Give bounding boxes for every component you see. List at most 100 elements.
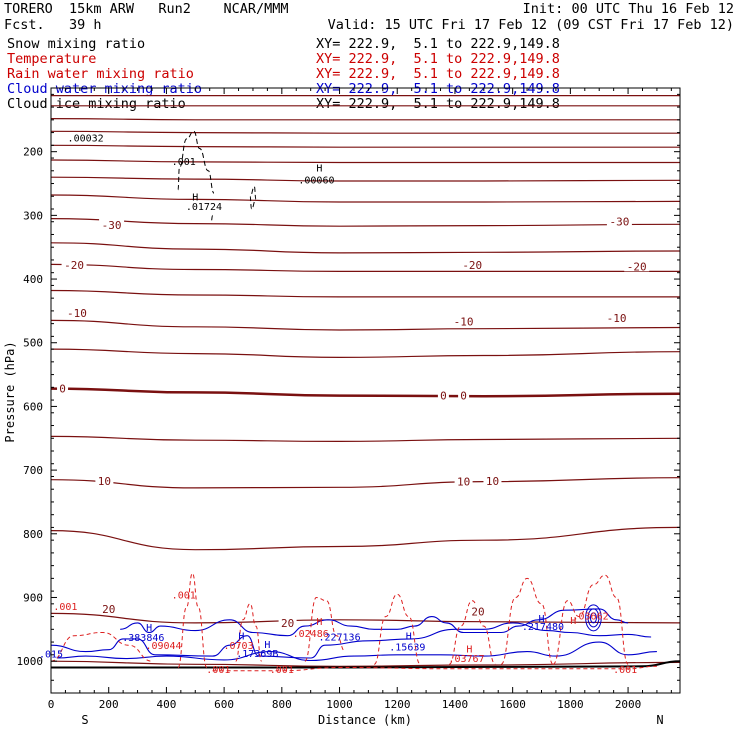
temperature-label: 10 <box>98 475 111 488</box>
run-title: TORERO 15km ARW Run2 NCAR/MMM <box>4 1 289 17</box>
rain-water-contour <box>235 603 263 662</box>
cloud-water-label: H <box>264 640 270 651</box>
rain-water-contour <box>552 574 629 665</box>
rain-water-contour <box>50 631 153 662</box>
temperature-label-bg <box>99 217 125 230</box>
temperature-label-bg <box>458 388 470 401</box>
cloud-water-label: .17369B <box>236 649 278 660</box>
temperature-label: 10 <box>486 475 499 488</box>
rain-water-label: .001 <box>206 665 230 676</box>
legend-rain: Rain water mixing ratio <box>7 66 194 82</box>
y-tick-label: 600 <box>23 400 43 413</box>
rain-water-label: H <box>316 617 322 628</box>
cloud-water-contour <box>56 641 657 662</box>
temperature-label-bg <box>95 473 114 486</box>
temperature-isotherm <box>50 242 681 254</box>
forecast-hour: Fcst. 39 h <box>4 17 102 33</box>
x-axis-start-label: S <box>81 713 88 727</box>
cloud-water-label: H <box>146 623 152 634</box>
x-axis-end-label: N <box>656 713 663 727</box>
temperature-label: -10 <box>454 316 474 329</box>
snow-mixing-contour <box>210 214 214 223</box>
x-tick-label: 0 <box>48 698 55 711</box>
legend-rain-xy: XY= 222.9, 5.1 to 222.9,149.8 <box>316 66 560 82</box>
temperature-label-bg <box>624 259 650 272</box>
temperature-label-bg <box>278 615 297 628</box>
cloud-water-contour <box>50 622 652 659</box>
rain-water-label: H <box>570 616 576 627</box>
temperature-isotherm <box>50 612 681 624</box>
rain-water-label: .001 <box>613 665 637 676</box>
cloud-water-contour <box>120 608 629 637</box>
temperature-label: 20 <box>281 617 294 630</box>
temperature-label: 20 <box>471 605 484 618</box>
x-tick-label: 200 <box>99 698 119 711</box>
temperature-label: -10 <box>607 312 627 325</box>
snow-ice-label: .001 <box>172 157 196 168</box>
cloud-water-label: H <box>406 632 412 643</box>
y-tick-label: 500 <box>23 337 43 350</box>
snow-mixing-contour <box>249 186 257 210</box>
snow-ice-label: .01724 <box>186 202 222 213</box>
rain-water-contour <box>373 593 421 665</box>
plot-frame <box>50 87 681 694</box>
temperature-isotherm <box>50 289 680 298</box>
surface-line <box>51 660 681 669</box>
x-tick-label: 1400 <box>442 698 469 711</box>
temperature-isotherm <box>50 194 681 203</box>
rain-water-contour <box>177 572 208 668</box>
y-tick-label: 200 <box>23 146 43 159</box>
temperature-label: 0 <box>440 390 447 403</box>
temperature-isotherm <box>50 526 681 551</box>
temperature-label: 20 <box>102 603 115 616</box>
legend-cloud-ice-xy: XY= 222.9, 5.1 to 222.9,149.8 <box>316 96 560 112</box>
y-tick-label: 300 <box>23 209 43 222</box>
y-tick-label: 1000 <box>17 655 44 668</box>
snow-ice-label: H <box>316 164 322 175</box>
temperature-label-bg <box>57 381 69 394</box>
legend-temperature: Temperature <box>7 51 97 67</box>
x-tick-label: 400 <box>156 698 176 711</box>
valid-time: Valid: 15 UTC Fri 17 Feb 12 (09 CST Fri … <box>327 17 734 33</box>
temperature-label-bg <box>99 601 118 614</box>
x-tick-label: 800 <box>272 698 292 711</box>
temperature-isotherm <box>50 387 681 398</box>
temperature-isotherm <box>50 435 681 443</box>
cloud-water-label: .15639 <box>389 643 425 654</box>
temperature-isotherm <box>50 130 680 134</box>
temperature-label-bg <box>469 604 488 617</box>
temperature-isotherm <box>50 144 680 148</box>
x-tick-label: 1800 <box>557 698 584 711</box>
temperature-isotherm <box>50 319 681 331</box>
x-tick-label: 600 <box>214 698 234 711</box>
x-tick-label: 2000 <box>615 698 642 711</box>
rain-water-label: .001 <box>270 665 294 676</box>
temperature-label: 10 <box>457 476 470 489</box>
cloud-water-max-contour <box>589 612 597 624</box>
y-tick-label: 700 <box>23 464 43 477</box>
y-axis-label: Pressure (hPa) <box>3 341 17 442</box>
temperature-label-bg <box>437 388 449 401</box>
legend-cloud-water: Cloud water mixing ratio <box>7 81 203 97</box>
legend-cloud-ice: Cloud ice mixing ratio <box>7 96 186 112</box>
rain-water-label: .03662 <box>572 611 608 622</box>
cloud-water-max-contour <box>585 604 602 632</box>
temperature-label-bg <box>64 305 90 318</box>
temperature-isotherm <box>50 118 680 121</box>
snow-mixing-contour <box>177 130 215 194</box>
temperature-label-bg <box>606 214 632 227</box>
y-tick-label: 400 <box>23 273 43 286</box>
snow-ice-label: .00060 <box>298 176 334 187</box>
temperature-label: 0 <box>59 383 66 396</box>
cloud-water-max-contour <box>587 608 600 628</box>
x-tick-label: 1600 <box>499 698 526 711</box>
rain-water-label: .03767 <box>448 654 484 665</box>
temperature-label-bg <box>604 310 630 323</box>
temperature-label: -20 <box>64 259 84 272</box>
temperature-isotherm <box>50 218 681 227</box>
x-tick-label: 1200 <box>384 698 411 711</box>
temperature-label-bg <box>61 258 87 271</box>
temperature-isotherm <box>50 348 681 359</box>
temperature-label-bg <box>451 314 477 327</box>
